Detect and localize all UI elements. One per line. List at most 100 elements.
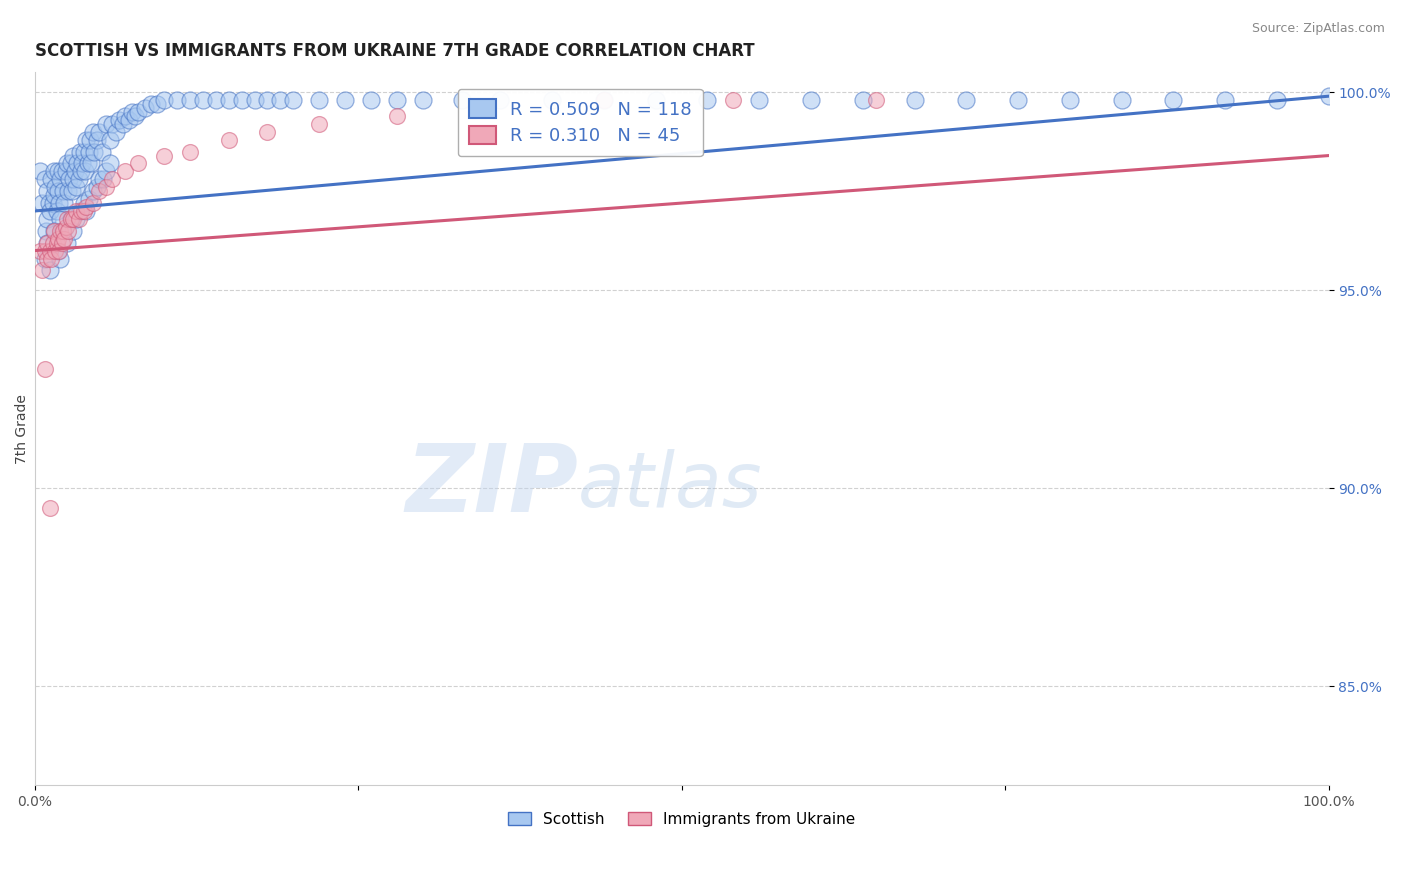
Point — [94, 164, 117, 178]
Point — [34, 172, 56, 186]
Point — [1213, 93, 1236, 107]
Point — [696, 93, 718, 107]
Point — [73, 204, 96, 219]
Point — [67, 211, 90, 226]
Point — [308, 117, 330, 131]
Point — [385, 93, 408, 107]
Point — [79, 133, 101, 147]
Point — [75, 204, 97, 219]
Point — [45, 235, 67, 250]
Point — [121, 105, 143, 120]
Point — [37, 252, 59, 266]
Point — [28, 164, 51, 178]
Point — [44, 180, 66, 194]
Point — [865, 93, 887, 107]
Point — [55, 219, 77, 234]
Point — [41, 172, 63, 186]
Point — [412, 93, 434, 107]
Point — [52, 224, 75, 238]
Point — [70, 204, 93, 219]
Point — [51, 164, 73, 178]
Point — [127, 156, 149, 170]
Point — [1007, 93, 1029, 107]
Text: atlas: atlas — [578, 449, 762, 523]
Point — [31, 263, 53, 277]
Point — [723, 93, 745, 107]
Point — [42, 188, 65, 202]
Point — [955, 93, 977, 107]
Point — [127, 105, 149, 120]
Point — [69, 204, 91, 219]
Point — [59, 211, 82, 226]
Point — [89, 172, 111, 186]
Point — [89, 184, 111, 198]
Point — [46, 232, 69, 246]
Text: SCOTTISH VS IMMIGRANTS FROM UKRAINE 7TH GRADE CORRELATION CHART: SCOTTISH VS IMMIGRANTS FROM UKRAINE 7TH … — [35, 42, 754, 60]
Point — [256, 125, 278, 139]
Point — [101, 172, 124, 186]
Point — [58, 172, 80, 186]
Point — [218, 133, 240, 147]
Point — [65, 211, 87, 226]
Point — [70, 164, 93, 178]
Point — [82, 184, 104, 198]
Point — [46, 244, 69, 258]
Point — [86, 180, 108, 194]
Point — [179, 93, 201, 107]
Point — [82, 125, 104, 139]
Point — [46, 184, 69, 198]
Point — [489, 93, 512, 107]
Point — [231, 93, 253, 107]
Point — [269, 93, 291, 107]
Point — [37, 235, 59, 250]
Point — [62, 148, 84, 162]
Point — [333, 93, 356, 107]
Point — [283, 93, 305, 107]
Point — [60, 184, 83, 198]
Point — [37, 184, 59, 198]
Point — [308, 93, 330, 107]
Point — [146, 97, 169, 112]
Y-axis label: 7th Grade: 7th Grade — [15, 394, 30, 464]
Point — [91, 172, 114, 186]
Point — [179, 145, 201, 159]
Point — [66, 156, 89, 170]
Point — [360, 93, 382, 107]
Point — [77, 192, 100, 206]
Point — [153, 148, 176, 162]
Point — [77, 145, 100, 159]
Point — [56, 156, 79, 170]
Point — [39, 244, 62, 258]
Point — [1317, 89, 1340, 103]
Point — [89, 125, 111, 139]
Point — [39, 263, 62, 277]
Point — [45, 204, 67, 219]
Point — [53, 196, 76, 211]
Point — [76, 156, 98, 170]
Point — [62, 172, 84, 186]
Point — [62, 224, 84, 238]
Point — [256, 93, 278, 107]
Point — [42, 164, 65, 178]
Point — [243, 93, 266, 107]
Point — [94, 180, 117, 194]
Text: Source: ZipAtlas.com: Source: ZipAtlas.com — [1251, 22, 1385, 36]
Point — [124, 109, 146, 123]
Point — [72, 156, 94, 170]
Point — [48, 196, 70, 211]
Point — [166, 93, 188, 107]
Point — [65, 204, 87, 219]
Point — [49, 211, 72, 226]
Point — [49, 224, 72, 238]
Point — [98, 156, 121, 170]
Point — [477, 101, 499, 115]
Point — [114, 164, 136, 178]
Point — [134, 101, 156, 115]
Point — [58, 184, 80, 198]
Point — [204, 93, 226, 107]
Point — [48, 244, 70, 258]
Point — [55, 164, 77, 178]
Point — [114, 109, 136, 123]
Point — [90, 145, 112, 159]
Point — [86, 133, 108, 147]
